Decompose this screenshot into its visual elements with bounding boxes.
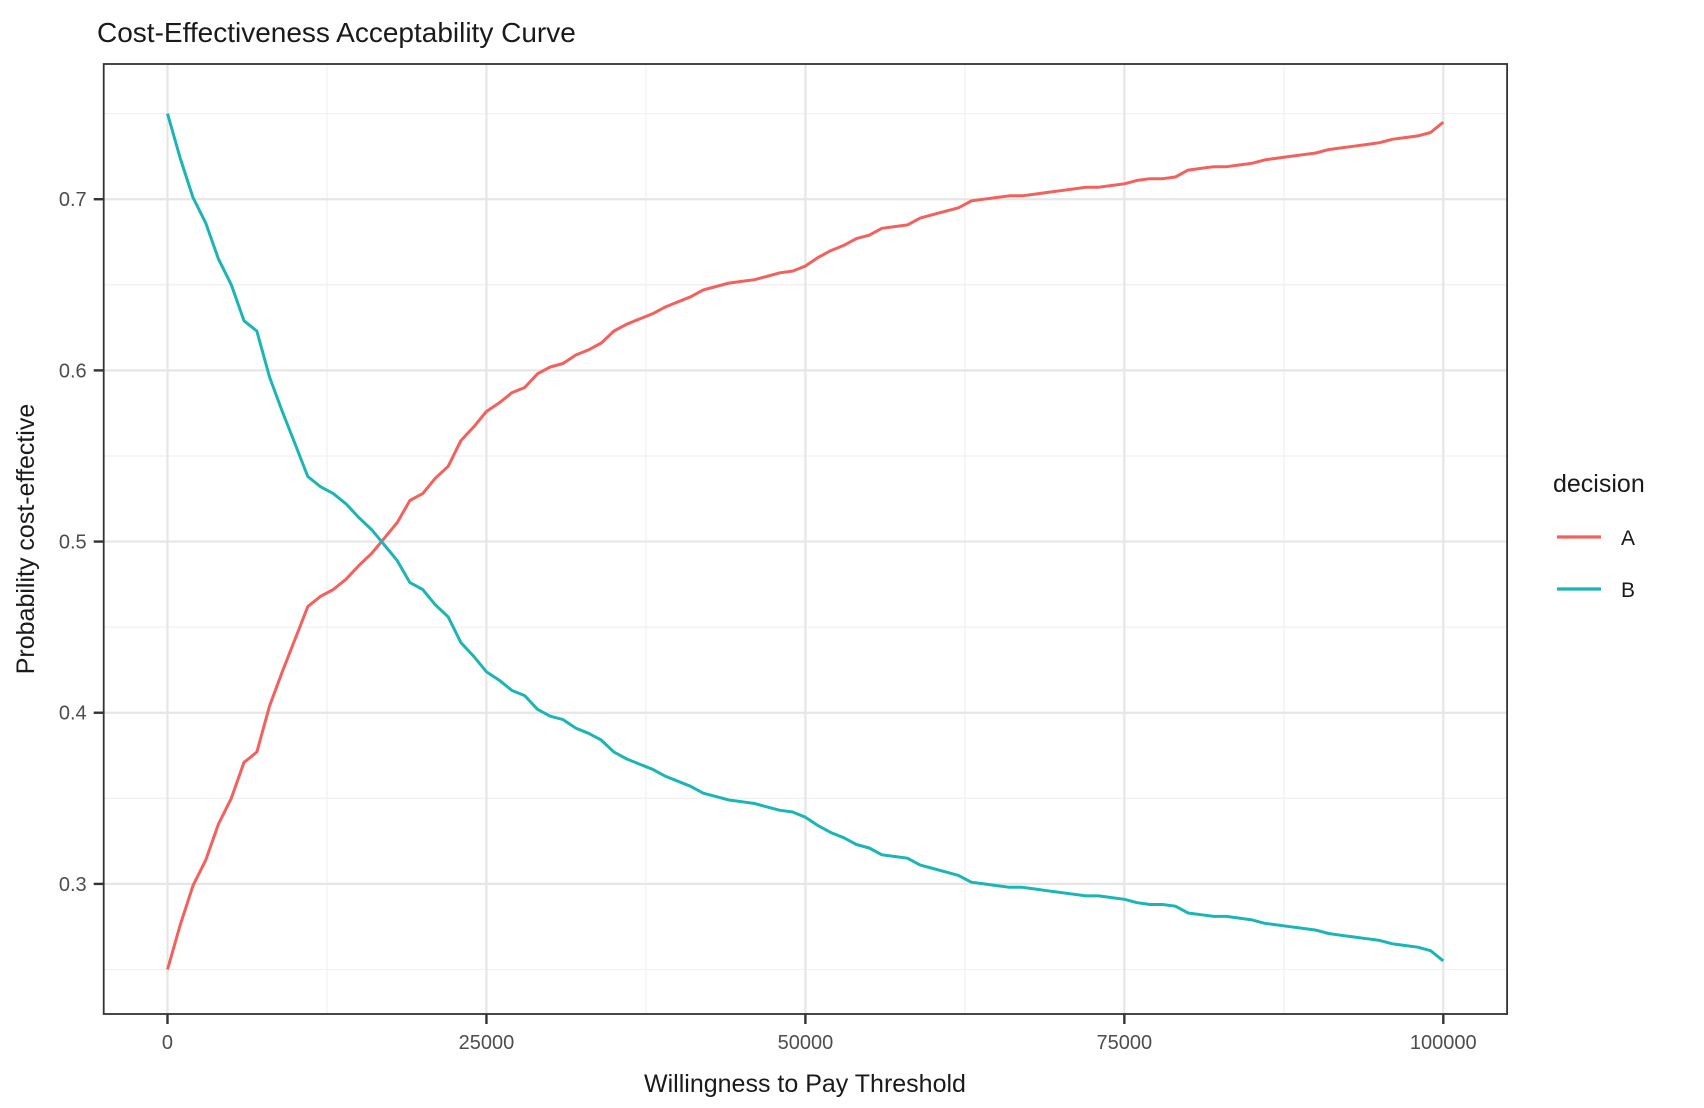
decision-a-line [166,121,1445,970]
series-lines [166,113,1445,970]
y-tick-label: 0.7 [59,189,87,211]
legend-item-b: B [1557,579,1635,602]
axis-tick-labels: 0 25000 50000 75000 100000 0.3 0.4 0.5 0.6 0.7 [59,189,1477,1054]
decision-b-line [166,113,1445,963]
y-axis-title: Probability cost-effective [12,404,40,675]
legend-title: decision [1553,470,1645,498]
x-tick-label: 25000 [459,1032,515,1054]
y-tick-label: 0.5 [59,532,87,554]
legend-item-a: A [1557,527,1635,550]
x-tick-label: 0 [162,1032,173,1054]
gridlines-major [103,64,1508,1014]
axis-ticks [93,198,1445,1024]
x-tick-label: 75000 [1097,1032,1153,1054]
legend: decision A B [1553,470,1645,602]
legend-label-a: A [1621,527,1635,550]
x-axis-title: Willingness to Pay Threshold [644,1070,966,1098]
x-tick-label: 50000 [778,1032,834,1054]
y-tick-label: 0.6 [59,360,87,382]
x-tick-label: 100000 [1410,1032,1477,1054]
y-tick-label: 0.3 [59,874,87,896]
y-tick-label: 0.4 [59,703,87,725]
plot-title: Cost-Effectiveness Acceptability Curve [97,17,576,48]
legend-label-b: B [1621,579,1635,602]
